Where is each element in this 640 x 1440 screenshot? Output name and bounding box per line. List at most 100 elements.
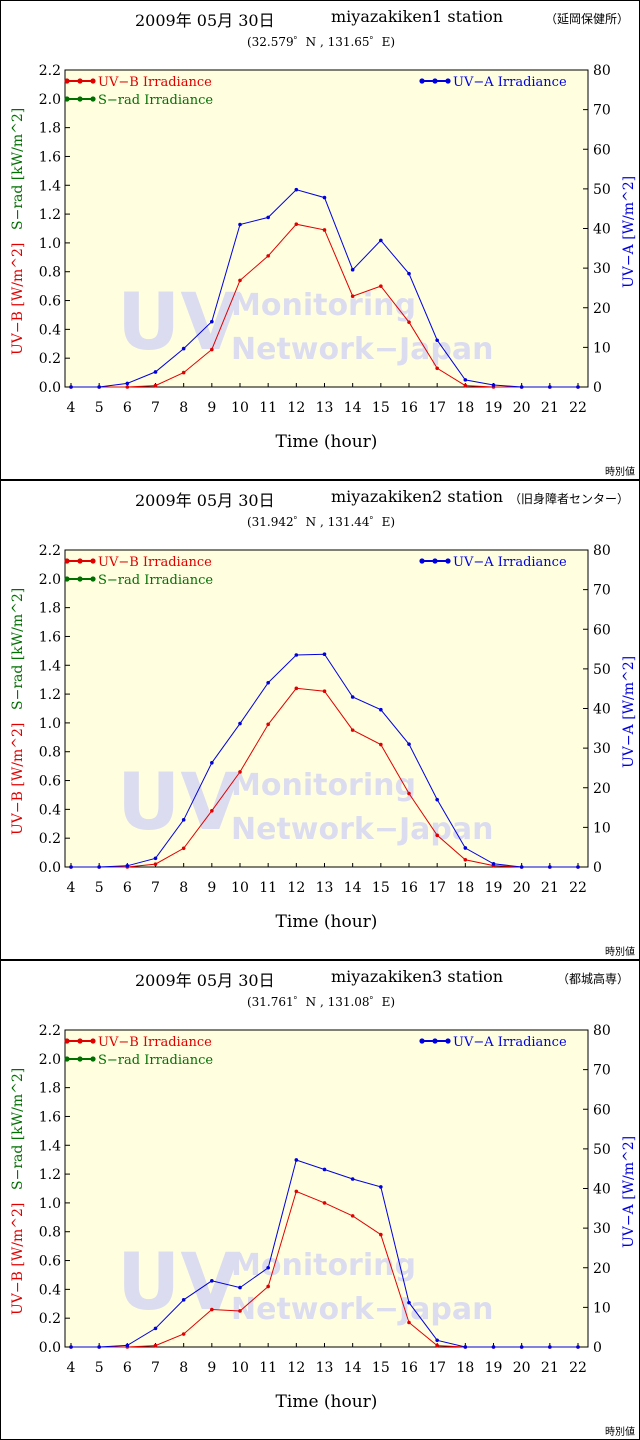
left-tick-label: 1.2: [39, 687, 61, 703]
station-coordinates: (32.579゜N , 131.65゜E): [246, 35, 396, 49]
x-tick-label: 11: [259, 400, 277, 416]
right-tick-label: 30: [593, 741, 611, 757]
right-tick-label: 60: [593, 142, 611, 158]
legend-uva: UV−A Irradiance: [453, 1035, 567, 1050]
station-name: miyazakiken1 station: [331, 7, 504, 26]
legend-marker: [90, 1056, 96, 1062]
right-tick-label: 80: [593, 1023, 611, 1039]
legend-marker: [445, 1038, 451, 1044]
x-tick-label: 21: [541, 880, 559, 896]
left-tick-label: 2.0: [39, 1052, 61, 1068]
x-tick-label: 10: [231, 880, 249, 896]
data-point-uvb: [350, 728, 355, 732]
legend-marker: [419, 78, 425, 84]
data-point-uva: [379, 238, 383, 243]
y-axis-label-srad: S−rad [kW/m^2]: [10, 588, 26, 710]
x-tick-label: 7: [151, 400, 160, 416]
right-tick-label: 60: [593, 1102, 611, 1118]
legend-uvb: UV−B Irradiance: [98, 75, 212, 90]
chart-panel: UV Monitoring Network−Japan 0.0 0.2 0.4 0.6 0.8…: [0, 960, 640, 1440]
left-tick-label: 1.4: [39, 178, 61, 194]
x-tick-label: 12: [287, 1360, 305, 1376]
data-point-uvb: [322, 689, 327, 694]
data-point-uva: [322, 652, 327, 657]
chart-date: 2009年 05月 30日: [135, 11, 275, 30]
right-tick-label: 0: [593, 1340, 602, 1356]
station-place: （都城高専）: [556, 972, 629, 986]
data-point-uva: [294, 653, 299, 657]
right-tick-label: 40: [593, 702, 611, 718]
x-tick-label: 5: [95, 880, 104, 896]
right-tick-label: 30: [593, 1221, 611, 1237]
x-tick-label: 8: [179, 880, 188, 896]
data-point-uvb: [210, 809, 214, 813]
legend-uvb: UV−B Irradiance: [98, 555, 212, 570]
x-tick-label: 16: [400, 1360, 418, 1376]
data-point-uvb: [153, 383, 158, 388]
right-tick-label: 0: [593, 380, 602, 396]
left-tick-label: 0.8: [39, 1225, 61, 1241]
data-point-uva: [407, 1300, 411, 1305]
legend-marker: [64, 558, 70, 564]
data-point-uva: [576, 1345, 580, 1349]
chart-title: 2009年 05月 30日 miyazakiken3 station （都城高専）: [1, 967, 640, 990]
hourly-values-note: 時別値: [605, 947, 635, 958]
right-tick-label: 30: [593, 261, 611, 277]
legend-marker: [77, 78, 83, 84]
right-tick-label: 50: [593, 662, 611, 678]
data-point-uvb: [350, 294, 355, 299]
legend-marker: [419, 558, 425, 564]
x-tick-label: 9: [207, 1360, 216, 1376]
data-point-uvb: [210, 347, 214, 352]
chart-date: 2009年 05月 30日: [135, 491, 275, 510]
legend-srad: S−rad Irradiance: [98, 573, 213, 588]
data-point-uvb: [463, 857, 468, 862]
data-point-uva: [294, 187, 299, 192]
data-point-uva: [125, 1343, 130, 1348]
left-tick-label: 2.0: [39, 572, 61, 588]
data-point-uva: [97, 385, 101, 389]
legend-marker: [419, 1038, 425, 1044]
x-tick-label: 8: [179, 1360, 188, 1376]
data-point-uva: [97, 865, 101, 869]
data-point-uva: [463, 378, 468, 382]
data-point-uva: [69, 865, 73, 869]
x-tick-label: 6: [123, 1360, 132, 1376]
watermark-uv: UV: [117, 758, 241, 848]
x-tick-label: 10: [231, 400, 249, 416]
data-point-uva: [350, 695, 355, 699]
legend-marker: [64, 1038, 70, 1044]
watermark-line2: Network−Japan: [231, 332, 494, 367]
station-name: miyazakiken3 station: [331, 967, 504, 986]
left-tick-label: 0.4: [39, 802, 61, 818]
x-tick-label: 16: [400, 880, 418, 896]
x-tick-label: 13: [316, 880, 334, 896]
plot-area: [65, 1030, 588, 1347]
data-point-uvb: [125, 385, 130, 389]
data-point-uva: [181, 1298, 186, 1302]
left-tick-label: 1.8: [39, 1081, 61, 1097]
left-tick-label: 1.0: [39, 1196, 61, 1212]
data-point-uvb: [238, 770, 242, 774]
legend-marker: [77, 96, 83, 102]
x-tick-label: 14: [344, 400, 362, 416]
left-tick-label: 2.0: [39, 92, 61, 108]
legend-marker: [77, 1056, 83, 1062]
x-axis-label: Time (hour): [276, 912, 378, 932]
x-tick-label: 20: [513, 1360, 531, 1376]
chart-title: 2009年 05月 30日 miyazakiken1 station （延岡保健所）: [1, 7, 640, 30]
data-point-uva: [210, 1279, 214, 1283]
left-tick-label: 0.2: [39, 831, 61, 847]
left-tick-label: 2.2: [39, 543, 61, 559]
data-point-uvb: [435, 366, 439, 371]
right-tick-label: 70: [593, 103, 611, 119]
left-tick-label: 2.2: [39, 63, 61, 79]
data-point-uva: [322, 195, 327, 200]
data-point-uva: [491, 1345, 496, 1349]
data-point-uva: [69, 385, 73, 389]
left-tick-label: 1.8: [39, 121, 61, 137]
data-point-uvb: [238, 278, 242, 283]
data-point-uva: [350, 267, 355, 272]
x-tick-label: 18: [456, 400, 474, 416]
